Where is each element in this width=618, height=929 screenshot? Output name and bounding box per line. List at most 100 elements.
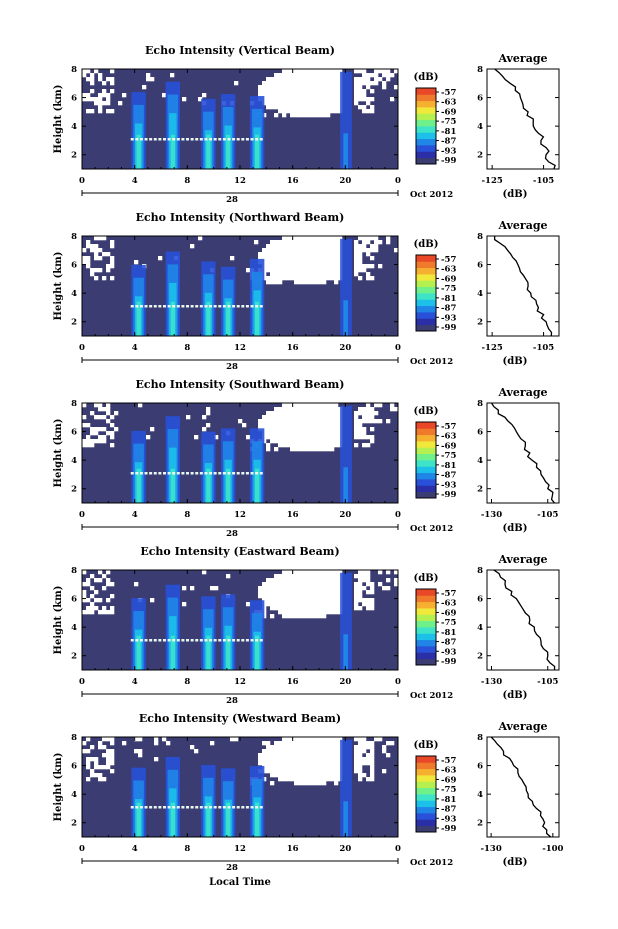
- gap-cell: [362, 431, 367, 436]
- gap-cell: [298, 443, 303, 448]
- bright-band-mark: [236, 639, 240, 642]
- bright-band-mark: [186, 806, 190, 809]
- gap-cell: [290, 765, 295, 770]
- gap-cell: [322, 781, 327, 786]
- gap-cell: [270, 773, 275, 778]
- gap-cell: [334, 240, 339, 245]
- colorbar-segment: [416, 768, 436, 776]
- gap-cell: [82, 594, 87, 599]
- gap-cell: [286, 761, 291, 766]
- gap-cell: [290, 93, 295, 98]
- gap-cell: [370, 109, 375, 114]
- gap-cell: [310, 757, 315, 762]
- bright-band-mark: [176, 138, 180, 141]
- gap-cell: [294, 77, 299, 82]
- gap-cell: [394, 570, 399, 575]
- gap-cell: [106, 610, 111, 615]
- colorbar-segment: [416, 157, 436, 165]
- gap-cell: [366, 753, 371, 758]
- gap-cell: [294, 447, 299, 452]
- gap-cell: [302, 598, 307, 603]
- gap-cell: [366, 415, 371, 420]
- gap-cell: [310, 97, 315, 102]
- gap-cell: [326, 252, 331, 257]
- gap-cell: [110, 741, 115, 746]
- gap-cell: [310, 264, 315, 269]
- gap-cell: [306, 240, 311, 245]
- gap-cell: [318, 97, 323, 102]
- gap-cell: [358, 761, 363, 766]
- gap-cell: [298, 737, 303, 742]
- gap-cell: [282, 85, 287, 90]
- bright-band-mark: [259, 138, 263, 141]
- gap-cell: [374, 73, 379, 78]
- echo-column: [343, 634, 348, 670]
- gap-cell: [334, 244, 339, 249]
- bright-band-mark: [209, 305, 213, 308]
- gap-cell: [258, 753, 263, 758]
- gap-cell: [310, 745, 315, 750]
- gap-cell: [310, 590, 315, 595]
- gap-cell: [82, 598, 87, 603]
- gap-cell: [358, 423, 363, 428]
- gap-cell: [290, 260, 295, 265]
- gap-cell: [306, 109, 311, 114]
- gap-cell: [298, 236, 303, 241]
- gap-cell: [314, 264, 319, 269]
- gap-cell: [282, 403, 287, 408]
- gap-cell: [322, 256, 327, 261]
- gap-cell: [366, 598, 371, 603]
- gap-cell: [318, 268, 323, 273]
- gap-cell: [370, 248, 375, 253]
- gap-cell: [322, 427, 327, 432]
- gap-cell: [318, 252, 323, 257]
- gap-cell: [94, 427, 99, 432]
- colorbar-frame: [415, 421, 437, 499]
- gap-cell: [270, 761, 275, 766]
- bright-band-mark: [181, 472, 185, 475]
- gap-cell: [98, 570, 103, 575]
- gap-cell: [330, 745, 335, 750]
- gap-cell: [278, 586, 283, 591]
- gap-cell: [286, 773, 291, 778]
- gap-cell: [298, 419, 303, 424]
- gap-cell: [278, 578, 283, 583]
- gap-cell: [362, 737, 367, 742]
- gap-cell: [278, 240, 283, 245]
- gap-cell: [354, 761, 359, 766]
- bright-band-mark: [162, 305, 166, 308]
- gap-cell: [366, 741, 371, 746]
- bright-band-mark: [181, 138, 185, 141]
- gap-cell: [386, 236, 391, 241]
- panel-title: Echo Intensity (Westward Beam): [139, 712, 341, 725]
- gap-cell: [182, 602, 187, 607]
- gap-cell: [370, 415, 375, 420]
- gap-cell: [310, 411, 315, 416]
- gap-cell: [102, 427, 107, 432]
- gap-cell: [358, 598, 363, 603]
- gap-cell: [102, 236, 107, 241]
- gap-cell: [326, 586, 331, 591]
- gap-cell: [278, 77, 283, 82]
- average-x-tick-label: -105: [537, 510, 558, 520]
- echo-column: [340, 405, 352, 503]
- gap-cell: [334, 280, 339, 285]
- gap-cell: [102, 586, 107, 591]
- average-frame: [486, 235, 560, 337]
- gap-cell: [282, 256, 287, 261]
- gap-cell: [366, 582, 371, 587]
- gap-cell: [326, 105, 331, 110]
- gap-cell: [86, 423, 91, 428]
- y-tick-label: 8: [71, 733, 77, 743]
- bright-band-mark: [245, 305, 249, 308]
- average-y-tick-label: 2: [477, 485, 483, 495]
- gap-cell: [298, 69, 303, 74]
- gap-cell: [334, 749, 339, 754]
- gap-cell: [354, 272, 359, 277]
- gap-cell: [358, 586, 363, 591]
- bright-band-mark: [144, 806, 148, 809]
- gap-cell: [370, 244, 375, 249]
- gap-cell: [94, 590, 99, 595]
- gap-cell: [314, 598, 319, 603]
- gap-cell: [302, 737, 307, 742]
